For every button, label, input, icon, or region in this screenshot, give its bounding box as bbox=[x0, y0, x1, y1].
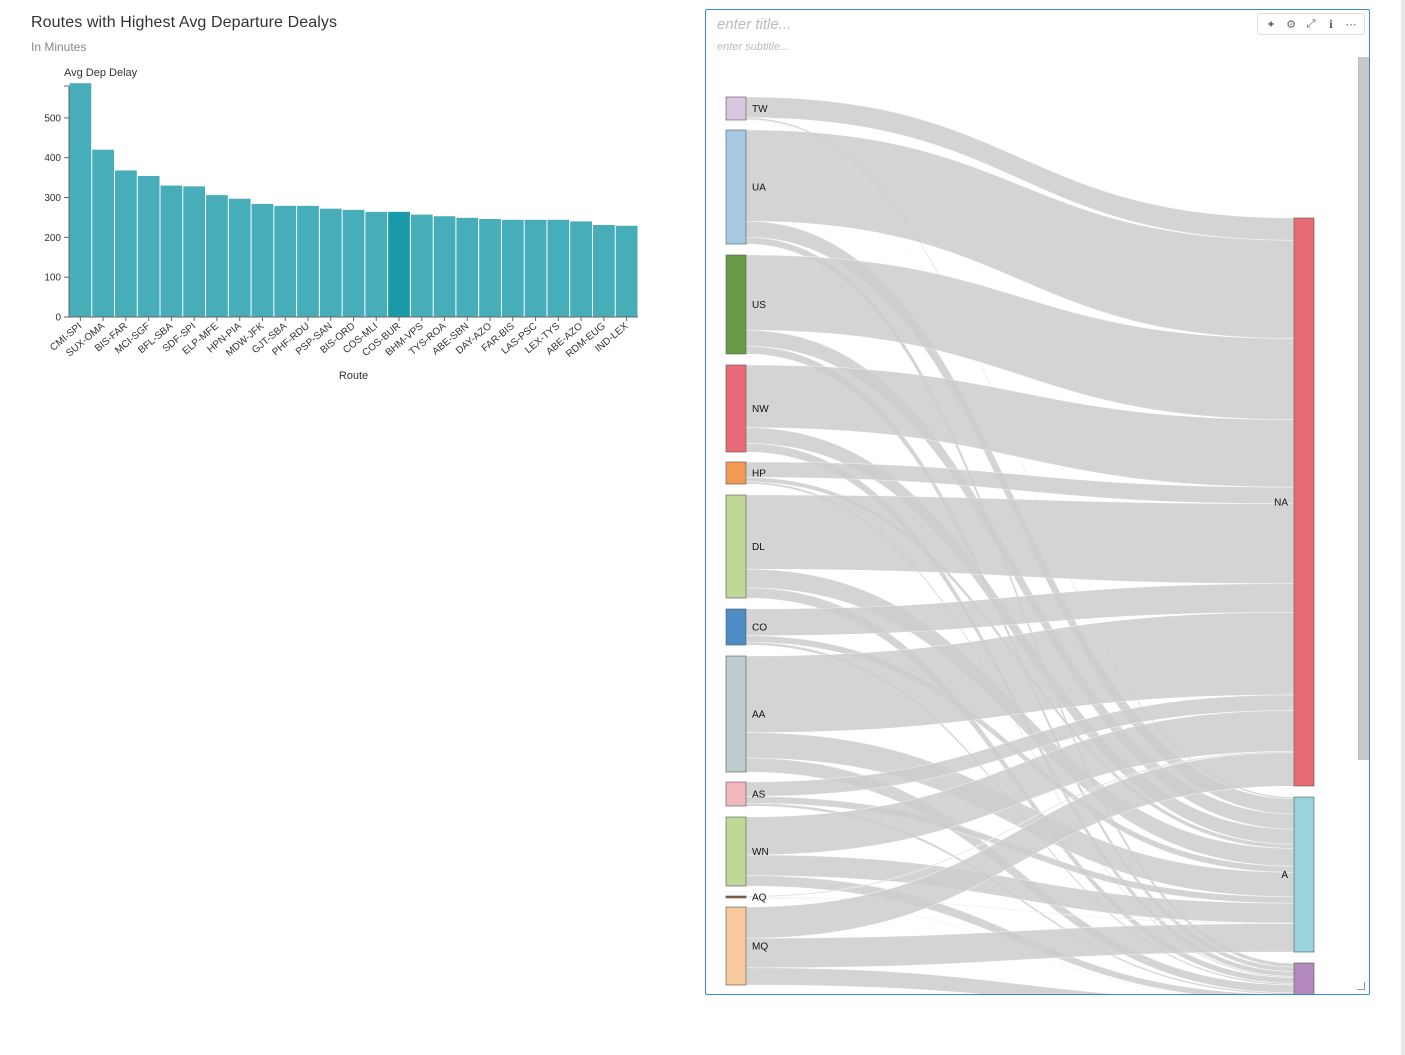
source-node-hp[interactable] bbox=[725, 461, 747, 485]
bar-cos-bur[interactable] bbox=[388, 211, 410, 317]
target-node-a[interactable] bbox=[1293, 796, 1315, 953]
bar-abe-sbn[interactable] bbox=[456, 217, 479, 317]
source-label-tw: TW bbox=[752, 104, 768, 115]
y-axis-title: Avg Dep Delay bbox=[64, 67, 138, 79]
source-node-aa[interactable] bbox=[725, 655, 747, 773]
source-label-mq: MQ bbox=[752, 942, 768, 953]
bar-psp-san[interactable] bbox=[319, 208, 342, 317]
bar-las-psc[interactable] bbox=[524, 219, 547, 317]
bar-elp-mfe[interactable] bbox=[206, 195, 228, 317]
expand-icon[interactable]: ⤢ bbox=[1306, 17, 1316, 30]
source-node-nw[interactable] bbox=[725, 364, 747, 453]
bar-sdf-spi[interactable] bbox=[183, 186, 206, 317]
sankey-svg: TW UA US NW HP DL CO AA AS WN AQ MQ NA A bbox=[725, 96, 1315, 994]
bar-mci-sgf[interactable] bbox=[137, 176, 160, 317]
target-node-other[interactable] bbox=[1293, 962, 1315, 994]
source-label-co: CO bbox=[752, 623, 767, 634]
source-node-as[interactable] bbox=[725, 781, 747, 807]
bar-ind-lex[interactable] bbox=[615, 225, 638, 317]
source-label-nw: NW bbox=[752, 404, 769, 415]
source-label-aq: AQ bbox=[752, 893, 767, 904]
subtitle-input[interactable] bbox=[717, 41, 1017, 53]
bar-chart-title: Routes with Highest Avg Departure Dealys bbox=[31, 14, 338, 31]
source-label-as: AS bbox=[752, 790, 766, 801]
y-tick-label: 0 bbox=[55, 313, 61, 324]
page-edge bbox=[1401, 0, 1405, 1055]
source-node-tw[interactable] bbox=[725, 96, 747, 121]
bar-cmi-spi[interactable] bbox=[69, 83, 92, 317]
source-node-us[interactable] bbox=[725, 254, 747, 355]
y-tick-label: 100 bbox=[44, 273, 61, 284]
source-node-mq[interactable] bbox=[725, 906, 747, 986]
sankey-toolbar: ✦ ⚙ ⤢ ℹ ⋯ bbox=[1257, 13, 1365, 35]
gear-icon[interactable]: ⚙ bbox=[1286, 17, 1296, 31]
bar-bfl-sba[interactable] bbox=[160, 185, 183, 317]
bar-sux-oma[interactable] bbox=[92, 149, 115, 317]
target-label-a: A bbox=[1281, 870, 1288, 881]
bar-lex-tys[interactable] bbox=[547, 219, 570, 317]
source-label-ua: UA bbox=[752, 183, 766, 194]
source-node-wn[interactable] bbox=[725, 816, 747, 887]
y-tick-label: 300 bbox=[44, 193, 61, 204]
source-label-hp: HP bbox=[752, 469, 766, 480]
x-axis-title: Route bbox=[339, 370, 368, 382]
title-input[interactable] bbox=[717, 16, 1017, 33]
source-label-dl: DL bbox=[752, 542, 765, 553]
bar-mdw-jfk[interactable] bbox=[251, 203, 274, 317]
link-aq-other[interactable] bbox=[745, 897, 1294, 994]
sankey-links bbox=[745, 96, 1295, 994]
source-node-ua[interactable] bbox=[725, 129, 747, 245]
y-tick-label: 500 bbox=[44, 113, 61, 124]
info-icon[interactable]: ℹ bbox=[1328, 17, 1334, 31]
source-node-dl[interactable] bbox=[725, 494, 747, 599]
source-label-us: US bbox=[752, 300, 766, 311]
sparkle-icon[interactable]: ✦ bbox=[1266, 17, 1276, 31]
target-node-na[interactable] bbox=[1293, 217, 1315, 787]
bar-bhm-vps[interactable] bbox=[410, 214, 433, 317]
link-mq-other[interactable] bbox=[745, 967, 1294, 994]
source-node-aq[interactable] bbox=[725, 895, 747, 899]
bar-hpn-pia[interactable] bbox=[228, 198, 251, 317]
bar-rdm-eug[interactable] bbox=[592, 224, 615, 317]
link-dl-na[interactable] bbox=[745, 494, 1295, 584]
y-tick-label: 400 bbox=[44, 153, 61, 164]
bar-tys-roa[interactable] bbox=[433, 216, 456, 317]
bar-abe-azo[interactable] bbox=[570, 221, 592, 317]
vertical-scrollbar[interactable] bbox=[1358, 57, 1369, 760]
bar-gjt-sba[interactable] bbox=[274, 205, 297, 317]
source-label-aa: AA bbox=[752, 710, 766, 721]
source-label-wn: WN bbox=[752, 847, 769, 858]
bar-chart-subtitle: In Minutes bbox=[31, 40, 87, 54]
bar-phf-rdu[interactable] bbox=[297, 205, 319, 317]
bar-bis-far[interactable] bbox=[115, 170, 137, 317]
resize-handle[interactable] bbox=[1357, 982, 1365, 990]
bar-bis-ord[interactable] bbox=[342, 209, 365, 317]
bar-cos-mli[interactable] bbox=[365, 211, 388, 317]
target-label-na: NA bbox=[1274, 498, 1288, 509]
bar-chart-card: Routes with Highest Avg Departure Dealys… bbox=[0, 0, 700, 420]
source-node-co[interactable] bbox=[725, 608, 747, 646]
bar-day-azo[interactable] bbox=[479, 219, 501, 317]
y-tick-label: 200 bbox=[44, 233, 61, 244]
bar-far-bis[interactable] bbox=[501, 219, 524, 317]
more-icon[interactable]: ⋯ bbox=[1345, 17, 1357, 31]
sankey-card[interactable]: TW UA US NW HP DL CO AA AS WN AQ MQ NA A ✦ ⚙ ⤢ ℹ ⋯ bbox=[705, 9, 1370, 995]
